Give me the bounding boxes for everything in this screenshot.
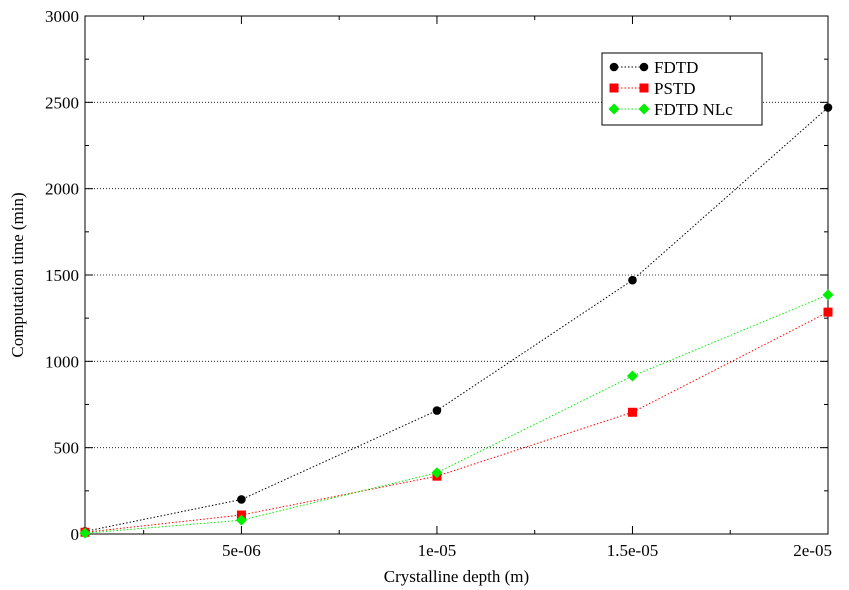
series-line bbox=[84, 311, 829, 533]
data-point bbox=[432, 406, 442, 415]
data-point bbox=[237, 495, 246, 504]
series-layer bbox=[79, 103, 834, 539]
y-tick-label: 1000 bbox=[45, 352, 79, 371]
legend-label: PSTD bbox=[654, 79, 696, 98]
data-point bbox=[79, 527, 91, 539]
x-tick-label: 1e-05 bbox=[418, 541, 457, 560]
legend-item: PSTD bbox=[609, 79, 696, 98]
series-line bbox=[84, 107, 829, 532]
legend-marker bbox=[608, 103, 620, 115]
y-tick-label: 500 bbox=[54, 439, 80, 458]
legend-item: FDTD NLc bbox=[608, 100, 733, 119]
data-point bbox=[627, 407, 637, 417]
data-point bbox=[626, 370, 638, 382]
y-axis-label: Computation time (min) bbox=[8, 192, 27, 357]
data-point bbox=[431, 467, 443, 479]
data-point bbox=[235, 514, 247, 526]
x-tick-label: 2e-05 bbox=[793, 541, 832, 560]
legend-marker bbox=[609, 83, 619, 93]
x-axis-label: Crystalline depth (m) bbox=[384, 567, 529, 586]
data-point bbox=[822, 289, 834, 301]
legend-marker bbox=[609, 62, 619, 72]
y-tick-label: 3000 bbox=[45, 7, 79, 26]
legend-label: FDTD bbox=[654, 58, 698, 77]
axis-ticks: 0 500 1000 1500 2000 2500 3000 5e-06 1e-05 1.5e-0… bbox=[45, 7, 832, 560]
data-point bbox=[823, 307, 833, 317]
series-pstd bbox=[80, 307, 833, 537]
y-tick-label: 0 bbox=[71, 525, 80, 544]
y-tick-label: 2000 bbox=[45, 180, 79, 199]
legend-label: FDTD NLc bbox=[654, 100, 733, 119]
x-tick-label: 5e-06 bbox=[222, 541, 261, 560]
data-point bbox=[628, 275, 637, 285]
x-tick-label: 1.5e-05 bbox=[607, 541, 658, 560]
grid-lines bbox=[85, 101, 828, 449]
legend-marker bbox=[639, 83, 649, 93]
series-line bbox=[84, 294, 829, 534]
series-fdtd bbox=[80, 103, 833, 536]
legend-item: FDTD bbox=[609, 58, 698, 77]
legend: FDTD PSTD FDTD NLc bbox=[601, 52, 763, 126]
y-tick-label: 2500 bbox=[45, 93, 79, 112]
series-fdtd-nlc bbox=[79, 289, 834, 539]
legend-marker bbox=[639, 62, 649, 72]
y-tick-label: 1500 bbox=[45, 266, 79, 285]
data-point bbox=[823, 103, 833, 112]
legend-box bbox=[601, 52, 763, 126]
legend-marker bbox=[638, 103, 650, 115]
